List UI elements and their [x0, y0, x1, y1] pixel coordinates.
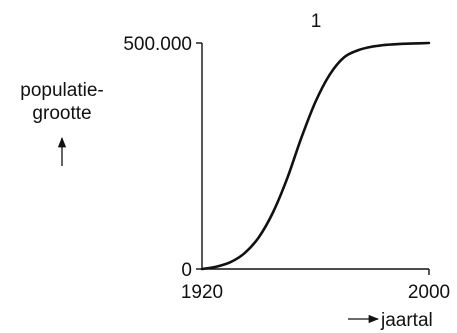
- y-axis-label-line2: grootte: [32, 103, 91, 124]
- y-tick-label-bottom: 0: [181, 260, 192, 281]
- population-curve: [200, 41, 431, 271]
- y-tick-label-top: 500.000: [123, 34, 192, 55]
- chart-title: 1: [311, 11, 322, 32]
- x-tick-label-left: 1920: [181, 282, 223, 303]
- x-tick-label-right: 2000: [408, 282, 450, 303]
- y-axis-label-line1: populatie-: [20, 80, 103, 101]
- x-axis-label: jaartal: [380, 310, 433, 331]
